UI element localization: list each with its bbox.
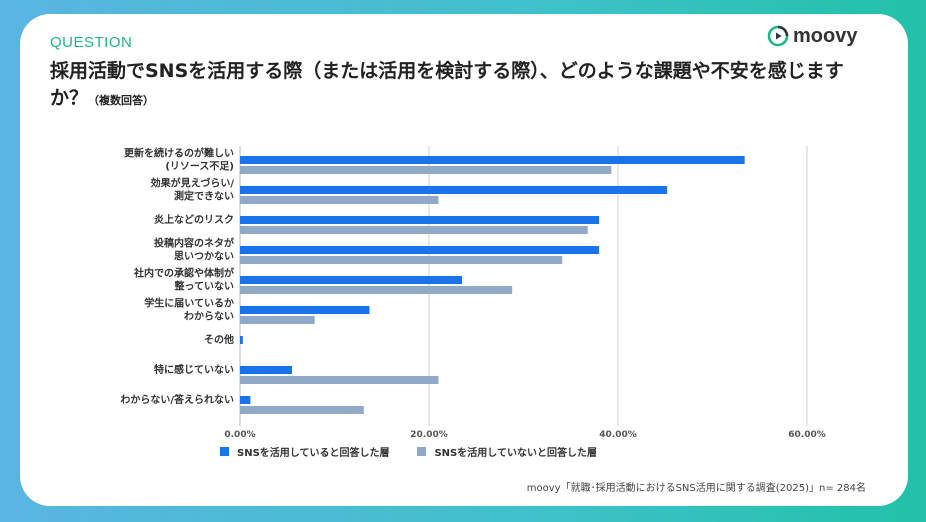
bar-series2 [240, 256, 563, 264]
question-title-sub: （複数回答） [88, 94, 155, 107]
x-tick-label: 0.00% [224, 430, 255, 440]
bar-series1 [240, 336, 243, 344]
category-label: 効果が見えづらい/ [151, 177, 235, 190]
play-circle-icon [767, 25, 789, 47]
bar-series1 [240, 396, 251, 404]
x-tick-label: 60.00% [788, 430, 826, 440]
source-note: moovy「就職･採用活動におけるSNS活用に関する調査(2025)」n= 28… [526, 483, 866, 494]
category-label: (リソース不足) [165, 161, 234, 173]
question-title: 採用活動でSNSを活用する際（または活用を検討する際）、どのような課題や不安を感… [50, 58, 850, 114]
legend: SNSを活用していると回答した層 SNSを活用していないと回答した層 [220, 444, 597, 459]
bar-series2 [240, 226, 588, 234]
category-label: わからない [184, 311, 234, 323]
legend-item-series2: SNSを活用していないと回答した層 [417, 444, 597, 459]
moovy-logo: moovy [767, 24, 857, 48]
bar-series2 [240, 376, 439, 384]
legend-item-series1: SNSを活用していると回答した層 [220, 444, 389, 459]
legend-label-series1: SNSを活用していると回答した層 [237, 448, 390, 459]
bar-series1 [240, 366, 292, 374]
category-label: 特に感じていない [154, 363, 234, 376]
bar-series2 [240, 406, 364, 414]
category-label: 更新を続けるのが難しい [124, 147, 234, 160]
category-label: その他 [204, 333, 234, 346]
category-label: 投稿内容のネタが [154, 237, 235, 250]
question-label: QUESTION [50, 34, 133, 51]
category-label: 社内での承認や体制が [133, 267, 235, 280]
bar-series1 [240, 306, 370, 314]
category-label: 思いつかない [174, 251, 234, 263]
question-title-main: 採用活動でSNSを活用する際（または活用を検討する際）、どのような課題や不安を感… [50, 60, 844, 109]
bar-series1 [240, 246, 600, 254]
legend-swatch-series1 [220, 447, 229, 456]
bar-series2 [240, 166, 612, 174]
x-tick-label: 20.00% [410, 430, 448, 440]
bar-series1 [240, 186, 668, 194]
bar-series2 [240, 286, 513, 294]
category-label: わからない/答えられない [120, 393, 234, 406]
legend-label-series2: SNSを活用していないと回答した層 [434, 448, 597, 459]
category-label: 整っていない [174, 280, 235, 293]
bar-series2 [240, 196, 439, 204]
x-tick-label: 40.00% [599, 430, 637, 440]
bar-series1 [240, 156, 745, 164]
logo-text: moovy [793, 24, 858, 47]
category-label: 測定できない [174, 190, 234, 203]
legend-swatch-series2 [417, 447, 427, 456]
category-label: 炎上などのリスク [154, 213, 234, 226]
category-label: 学生に届いているか [144, 297, 234, 310]
bar-series1 [240, 216, 600, 224]
bar-series1 [240, 276, 463, 284]
bar-series2 [240, 316, 315, 324]
